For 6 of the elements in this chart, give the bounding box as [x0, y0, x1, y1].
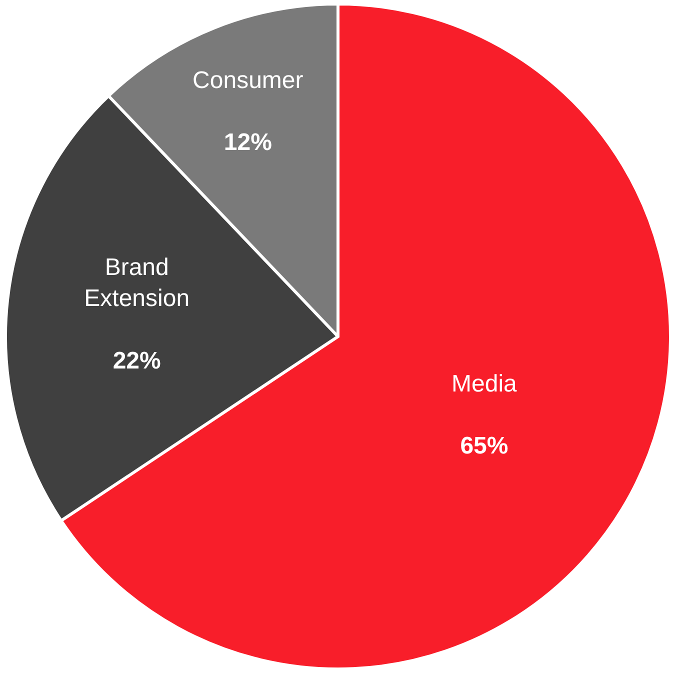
- slice-label: Brand Extension: [84, 254, 190, 312]
- data-label: 12%: [224, 129, 272, 156]
- slice-label: Media: [452, 370, 518, 398]
- slice-label: Consumer: [192, 66, 304, 94]
- data-label: 22%: [112, 347, 161, 374]
- data-label: 65%: [460, 432, 508, 460]
